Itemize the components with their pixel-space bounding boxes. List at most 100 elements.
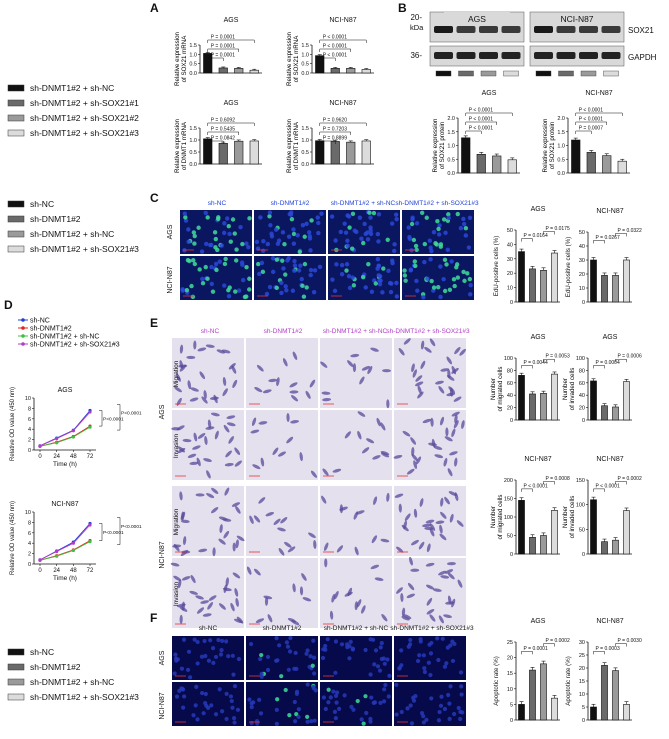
y-tick-label: 4 xyxy=(28,541,31,547)
nucleus xyxy=(212,230,218,235)
nucleus xyxy=(261,239,266,244)
nucleus xyxy=(452,711,457,717)
x-tick-label: 48 xyxy=(70,568,77,574)
nucleus xyxy=(173,652,178,657)
stained-cell xyxy=(415,375,423,382)
nucleus xyxy=(436,226,441,232)
significance-bracket xyxy=(117,517,121,545)
bar-chart-a1: 0.0 0.5 1.0 1.5 AGS Relative expressionof SOX… xyxy=(174,17,262,86)
stained-cell xyxy=(382,369,392,373)
stained-cell xyxy=(187,453,197,459)
nucleus xyxy=(448,643,453,648)
nucleus xyxy=(184,287,190,293)
p-value: P < 0.0001 xyxy=(579,108,603,114)
y-tick-label: 0.0 xyxy=(557,171,565,177)
legend-entry: sh-DNMT1#2 xyxy=(30,214,81,224)
stained-cell xyxy=(411,447,415,457)
y-tick-label: 200 xyxy=(504,478,513,484)
bar xyxy=(540,393,547,421)
stained-cell xyxy=(322,468,329,476)
x-axis-label: Time (h) xyxy=(53,575,77,582)
nucleus xyxy=(230,217,236,222)
nucleus xyxy=(394,280,399,286)
nucleus xyxy=(332,709,338,714)
nucleus xyxy=(285,644,291,649)
stained-cell xyxy=(398,503,402,513)
p-value: P<0.0001 xyxy=(103,416,124,422)
p-value: P < 0.0001 xyxy=(524,483,548,489)
nucleus xyxy=(192,233,197,239)
nucleus xyxy=(424,215,429,220)
nucleus xyxy=(468,283,473,288)
nucleus xyxy=(439,694,444,699)
stained-cell xyxy=(202,613,212,617)
stained-cell xyxy=(404,513,411,521)
nucleus xyxy=(230,705,235,710)
bar xyxy=(361,69,371,74)
nucleus xyxy=(459,692,464,697)
nucleus xyxy=(371,210,377,216)
stained-cell xyxy=(372,455,381,460)
significance-bracket xyxy=(319,122,367,126)
stained-cell xyxy=(324,558,328,568)
nucleus xyxy=(410,217,415,222)
chart-title: NCI-N87 xyxy=(51,501,78,508)
column-header: sh-NC xyxy=(201,328,220,335)
stained-cell xyxy=(302,597,312,602)
lane-key xyxy=(458,70,474,77)
stained-cell xyxy=(406,593,415,599)
nucleus xyxy=(249,720,254,726)
lane-key xyxy=(503,70,519,77)
nucleus xyxy=(461,216,466,222)
gapdh-band xyxy=(601,52,621,59)
nucleus xyxy=(377,668,383,673)
y-axis-label-line: Relative expression xyxy=(174,118,181,173)
y-tick-label: 0.0 xyxy=(447,171,455,177)
stained-cell xyxy=(179,344,184,354)
y-axis-label-line: Relative expression xyxy=(174,31,181,86)
stained-cell xyxy=(398,348,405,356)
bar xyxy=(601,275,608,303)
stained-cell xyxy=(410,568,420,572)
nucleus xyxy=(429,640,434,646)
nucleus xyxy=(436,718,442,723)
series-point xyxy=(55,554,59,558)
nucleus xyxy=(302,261,308,267)
stained-cell xyxy=(197,432,206,439)
bar-chart-f2: 0 5 10 15 20 25 30 NCI-N87 Apoptotic rate (%) P =… xyxy=(565,618,642,724)
micrograph xyxy=(172,558,244,628)
nucleus xyxy=(304,651,309,656)
p-value: P = 0.5435 xyxy=(211,127,235,133)
nucleus xyxy=(292,263,298,268)
nucleus xyxy=(284,288,289,293)
stained-cell xyxy=(228,363,236,370)
bar xyxy=(529,268,536,303)
stained-cell xyxy=(173,543,180,552)
nucleus xyxy=(182,694,187,699)
stained-cell xyxy=(354,601,358,611)
bar xyxy=(571,139,581,174)
nucleus xyxy=(463,233,469,238)
series-line xyxy=(39,523,91,561)
nucleus xyxy=(311,638,316,643)
nucleus xyxy=(226,654,231,659)
nucleus xyxy=(373,281,378,286)
nucleus xyxy=(446,215,451,221)
stained-cell xyxy=(299,586,304,596)
nucleus xyxy=(180,287,185,292)
nucleus xyxy=(273,227,279,232)
legend-swatch xyxy=(7,648,25,656)
micrograph xyxy=(246,682,318,726)
nucleus xyxy=(232,720,237,725)
nucleus xyxy=(417,653,422,658)
stained-cell xyxy=(440,416,445,426)
stained-cell xyxy=(443,457,448,467)
nucleus xyxy=(437,709,442,715)
panel-label-D: D xyxy=(4,298,13,312)
nucleus xyxy=(233,258,239,263)
nucleus xyxy=(295,233,300,238)
x-tick-label: 48 xyxy=(70,454,77,460)
nucleus xyxy=(224,716,229,722)
y-tick-label: 0 xyxy=(510,718,513,724)
stained-cell xyxy=(260,457,265,467)
